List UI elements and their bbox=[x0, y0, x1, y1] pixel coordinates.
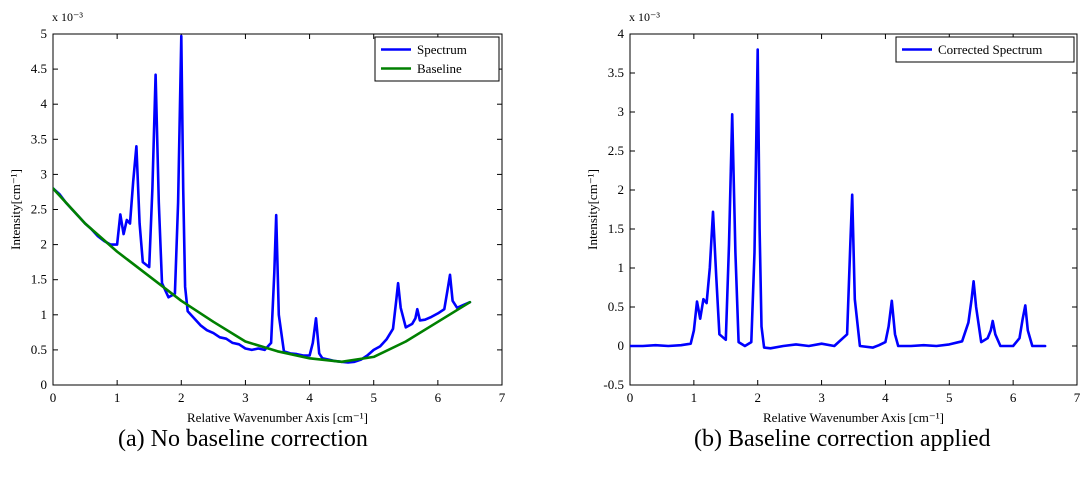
panel-b: 0 1 2 3 4 5 6 7-0.500.511.522.533.54x 10⁻³Relat… bbox=[585, 10, 1081, 425]
panel-b-ytick-label: 0.5 bbox=[608, 299, 624, 314]
panel-a-ytick-label: 2.5 bbox=[31, 202, 47, 217]
panel-a-series-line-baseline bbox=[53, 187, 472, 364]
caption-a: (a) No baseline correction bbox=[118, 426, 368, 452]
panel-b-axes-box bbox=[629, 33, 1078, 386]
panel-b-legend: Corrected Spectrum bbox=[895, 36, 1075, 63]
panel-a-ytick-label: 2 bbox=[41, 237, 48, 252]
panel-b-xtick-label: 2 bbox=[754, 390, 761, 405]
panel-a-ytick-label: 1.5 bbox=[31, 272, 47, 287]
panel-b-ylabel: Intensity[cm⁻¹] bbox=[585, 169, 600, 250]
panel-a-series-line-spectrum bbox=[53, 34, 472, 364]
panel-a-xtick-label: 1 bbox=[114, 390, 121, 405]
panel-a-ytick-label: 4 bbox=[41, 96, 48, 111]
panel-b-ytick-label: 0 bbox=[618, 338, 625, 353]
panel-a-legend: Spectrum Baseline bbox=[374, 36, 500, 82]
panel-a-xtick-label: 0 bbox=[50, 390, 57, 405]
panel-a-ytick-label: 3 bbox=[41, 166, 48, 181]
panel-a-xtick-label: 5 bbox=[370, 390, 377, 405]
panel-a-xtick-label: 3 bbox=[242, 390, 249, 405]
panel-b-xtick-label: 6 bbox=[1010, 390, 1017, 405]
panel-b-ytick-label: 2.5 bbox=[608, 143, 624, 158]
panel-a-legend-label: Baseline bbox=[417, 61, 462, 76]
panel-b-ytick-label: 4 bbox=[618, 26, 625, 41]
panel-b-xtick-label: 0 bbox=[627, 390, 634, 405]
panel-a-y-multiplier: x 10⁻³ bbox=[52, 10, 83, 24]
panel-a-ytick-label: 0.5 bbox=[31, 342, 47, 357]
panel-a-ytick-label: 1 bbox=[41, 307, 48, 322]
panel-a-ylabel: Intensity[cm⁻¹] bbox=[8, 169, 23, 250]
panel-a-ytick-label: 5 bbox=[41, 26, 48, 41]
panel-a-ytick-label: 3.5 bbox=[31, 131, 47, 146]
panel-a-xtick-label: 4 bbox=[306, 390, 313, 405]
panel-a-xtick-label: 2 bbox=[178, 390, 185, 405]
panel-b-xlabel: Relative Wavenumber Axis [cm⁻¹] bbox=[763, 410, 944, 425]
panel-b-ytick-label: 3.5 bbox=[608, 65, 624, 80]
panel-a: 0 1 2 3 4 5 6 7 0 0.5 1 1.5 2 2.5 3 3.5 4 4.5 5 x 10⁻³ Relat… bbox=[8, 10, 506, 425]
panel-a-legend-box bbox=[374, 36, 500, 82]
panel-a-xtick-label: 6 bbox=[435, 390, 442, 405]
panel-a-xtick-label: 7 bbox=[499, 390, 506, 405]
panel-a-legend-label: Spectrum bbox=[417, 42, 467, 57]
panel-b-ytick-label: 1 bbox=[618, 260, 625, 275]
panel-b-xtick-label: 3 bbox=[818, 390, 825, 405]
panel-b-xtick-label: 1 bbox=[691, 390, 698, 405]
caption-b: (b) Baseline correction applied bbox=[694, 426, 991, 452]
panel-b-xtick-label: 5 bbox=[946, 390, 953, 405]
panel-b-y-multiplier: x 10⁻³ bbox=[629, 10, 660, 24]
panel-a-ytick-label: 4.5 bbox=[31, 61, 47, 76]
panel-a-xlabel: Relative Wavenumber Axis [cm⁻¹] bbox=[187, 410, 368, 425]
panel-a-ytick-label: 0 bbox=[41, 377, 48, 392]
panel-a-axes-box bbox=[52, 33, 503, 386]
panel-b-ytick-label: -0.5 bbox=[603, 377, 624, 392]
panel-b-xtick-label: 7 bbox=[1074, 390, 1081, 405]
panel-b-ytick-label: 1.5 bbox=[608, 221, 624, 236]
panel-b-series-line-corrected-spectrum bbox=[630, 48, 1047, 350]
panel-b-legend-label: Corrected Spectrum bbox=[938, 42, 1042, 57]
panel-b-xtick-label: 4 bbox=[882, 390, 889, 405]
panel-b-ytick-label: 3 bbox=[618, 104, 625, 119]
panel-b-ytick-label: 2 bbox=[618, 182, 625, 197]
